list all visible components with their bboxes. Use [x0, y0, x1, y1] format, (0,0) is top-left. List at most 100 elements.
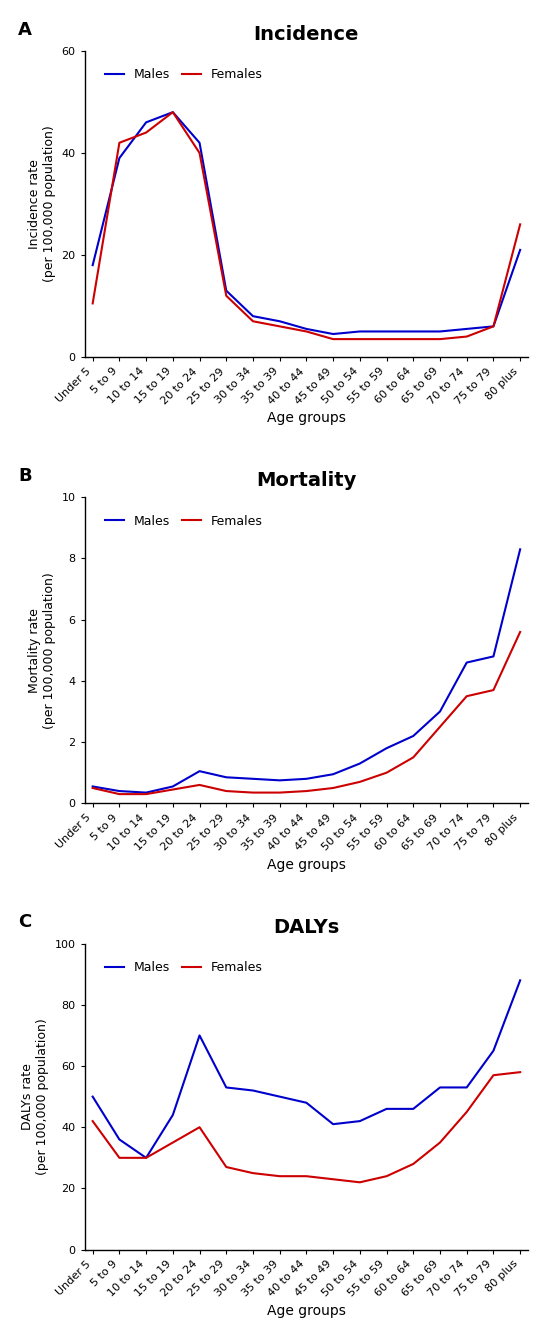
- Females: [303, 1168, 310, 1184]
- Females: [89, 1113, 96, 1129]
- Males: [116, 150, 122, 166]
- Males: [490, 648, 497, 664]
- Males: [223, 283, 229, 299]
- Text: A: A: [18, 20, 32, 39]
- Males: [250, 1082, 256, 1098]
- Females: [436, 1134, 443, 1150]
- Males: [330, 1117, 337, 1133]
- Males: [250, 308, 256, 324]
- Males: [303, 321, 310, 337]
- Males: [303, 1095, 310, 1111]
- Males: [410, 728, 417, 744]
- Males: [490, 1043, 497, 1059]
- Females: [436, 719, 443, 735]
- Females: [330, 779, 337, 795]
- Males: [436, 324, 443, 340]
- Females: [303, 324, 310, 340]
- Males: [436, 1079, 443, 1095]
- Females: [383, 331, 390, 347]
- Females: [463, 328, 470, 344]
- X-axis label: Age groups: Age groups: [267, 411, 346, 426]
- Title: Mortality: Mortality: [256, 471, 357, 490]
- Line: Males: Males: [93, 980, 520, 1158]
- Males: [490, 319, 497, 335]
- Legend: Males, Females: Males, Females: [100, 510, 268, 533]
- Line: Females: Females: [93, 1073, 520, 1182]
- Females: [223, 783, 229, 799]
- Males: [223, 769, 229, 785]
- Females: [410, 331, 417, 347]
- Males: [330, 766, 337, 782]
- Y-axis label: DALYs rate
(per 100,000 population): DALYs rate (per 100,000 population): [21, 1018, 49, 1176]
- Males: [463, 655, 470, 671]
- Females: [436, 331, 443, 347]
- Text: B: B: [18, 467, 32, 485]
- Males: [89, 257, 96, 273]
- Males: [196, 763, 203, 779]
- Females: [196, 777, 203, 793]
- Males: [383, 740, 390, 757]
- Females: [116, 1150, 122, 1166]
- Females: [410, 750, 417, 766]
- Males: [410, 1101, 417, 1117]
- Females: [517, 624, 523, 640]
- Males: [116, 783, 122, 799]
- Males: [383, 324, 390, 340]
- Males: [356, 755, 363, 771]
- Females: [223, 1160, 229, 1176]
- Females: [89, 296, 96, 312]
- Males: [276, 773, 283, 789]
- Males: [410, 324, 417, 340]
- Females: [383, 1168, 390, 1184]
- Line: Females: Females: [93, 632, 520, 794]
- Y-axis label: Incidence rate
(per 100,000 population): Incidence rate (per 100,000 population): [28, 126, 56, 283]
- Females: [143, 125, 149, 141]
- Females: [330, 331, 337, 347]
- Females: [356, 774, 363, 790]
- Females: [170, 782, 176, 798]
- Females: [116, 135, 122, 151]
- Females: [490, 319, 497, 335]
- Males: [303, 771, 310, 787]
- Females: [170, 104, 176, 121]
- X-axis label: Age groups: Age groups: [267, 858, 346, 872]
- Males: [276, 313, 283, 329]
- Females: [250, 313, 256, 329]
- Title: Incidence: Incidence: [254, 25, 359, 44]
- Males: [436, 703, 443, 719]
- Females: [276, 785, 283, 801]
- Females: [250, 1165, 256, 1181]
- Females: [303, 783, 310, 799]
- Title: DALYs: DALYs: [273, 917, 339, 936]
- Legend: Males, Females: Males, Females: [100, 956, 268, 979]
- Males: [89, 778, 96, 794]
- Males: [330, 325, 337, 341]
- Text: C: C: [18, 913, 31, 932]
- Females: [116, 786, 122, 802]
- Females: [223, 288, 229, 304]
- Females: [196, 145, 203, 161]
- Line: Males: Males: [93, 112, 520, 333]
- Females: [410, 1156, 417, 1172]
- Females: [330, 1172, 337, 1188]
- Females: [89, 779, 96, 795]
- Males: [356, 324, 363, 340]
- Males: [196, 135, 203, 151]
- Males: [143, 1150, 149, 1166]
- Males: [383, 1101, 390, 1117]
- Males: [116, 1131, 122, 1148]
- Males: [276, 1089, 283, 1105]
- Males: [143, 114, 149, 130]
- Males: [170, 104, 176, 121]
- Males: [223, 1079, 229, 1095]
- Males: [463, 1079, 470, 1095]
- Line: Males: Males: [93, 549, 520, 793]
- Males: [143, 785, 149, 801]
- Females: [517, 217, 523, 233]
- Females: [463, 688, 470, 704]
- Females: [170, 1134, 176, 1150]
- Males: [196, 1027, 203, 1043]
- Males: [170, 778, 176, 794]
- Females: [276, 1168, 283, 1184]
- Females: [356, 1174, 363, 1190]
